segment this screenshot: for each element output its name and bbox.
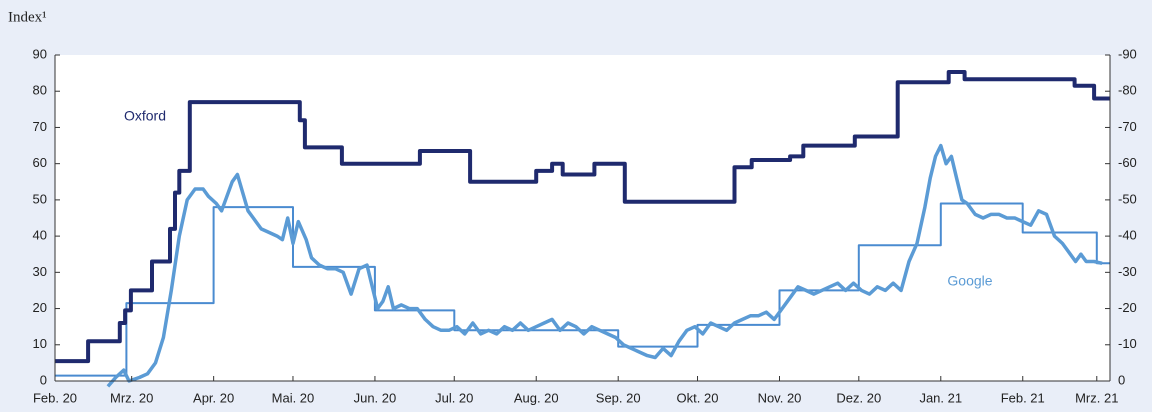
x-tick-label: Apr. 20 [193,390,234,405]
x-tick-label: Okt. 20 [677,390,719,405]
marks [55,70,1110,388]
y-tick-label: 20 [33,300,47,315]
x-tick-label: Sep. 20 [596,390,641,405]
series-label: Google [947,273,992,289]
x-tick-label: Nov. 20 [758,390,802,405]
y-tick-label: 80 [33,83,47,98]
y2-tick-label: -40 [1118,228,1137,243]
series-line [106,143,1103,388]
y-tick-label: 0 [40,372,47,387]
series-line [55,70,1110,364]
x-tick-label: Mrz. 20 [110,390,153,405]
plot-area [55,55,1110,381]
y2-tick-label: -90 [1118,46,1137,61]
y2-tick-label: -60 [1118,155,1137,170]
y-tick-label: 30 [33,264,47,279]
x-tick-label: Mai. 20 [272,390,315,405]
y2-tick-label: -80 [1118,83,1137,98]
y-tick-label: 50 [33,191,47,206]
y2-tick-label: -50 [1118,191,1137,206]
x-tick-label: Mrz. 21 [1075,390,1118,405]
y-tick-label: 10 [33,336,47,351]
x-tick-label: Feb. 20 [33,390,77,405]
y-tick-label: 90 [33,46,47,61]
y2-tick-label: -20 [1118,300,1137,315]
y2-tick-label: -30 [1118,264,1137,279]
x-tick-label: Jun. 20 [354,390,397,405]
series-line [55,202,1110,377]
x-tick-label: Dez. 20 [836,390,881,405]
chart-title: Index¹ [8,9,47,25]
x-tick-label: Jul. 20 [435,390,473,405]
x-tick-label: Aug. 20 [514,390,559,405]
y-tick-label: 60 [33,155,47,170]
y2-tick-label: -10 [1118,336,1137,351]
series-label: Oxford [124,108,166,124]
x-tick-label: Feb. 21 [1001,390,1045,405]
y2-tick-label: -70 [1118,119,1137,134]
y-tick-label: 70 [33,119,47,134]
y2-tick-label: 0 [1118,372,1125,387]
x-tick-label: Jan. 21 [919,390,962,405]
y-tick-label: 40 [33,228,47,243]
